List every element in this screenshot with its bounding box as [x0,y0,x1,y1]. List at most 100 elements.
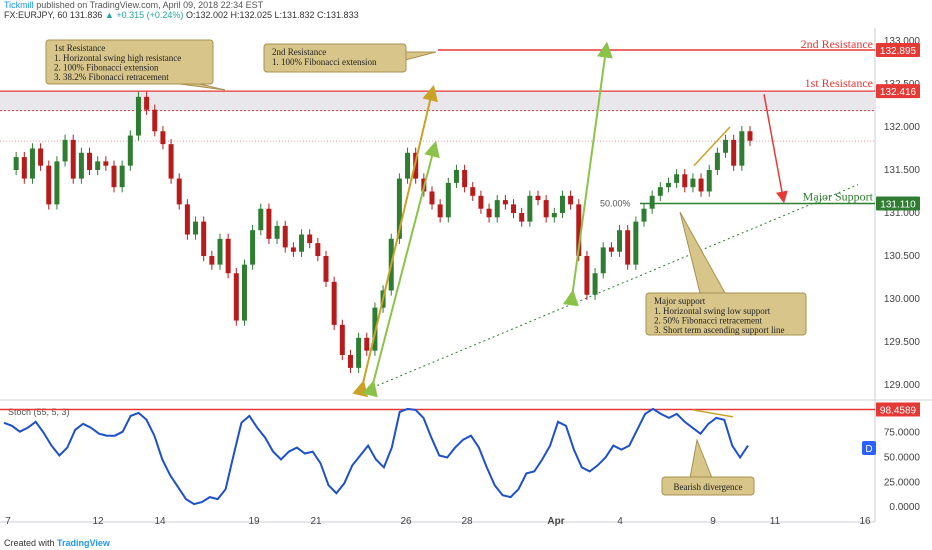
x-tick-4: 21 [310,516,322,527]
price-tick-4: 131.000 [884,208,921,219]
candle-body-28 [233,273,239,321]
candle-body-71 [584,256,590,295]
d-badge[interactable]: D [865,444,872,455]
candle-body-76 [625,230,631,265]
candle-body-86 [706,169,712,192]
candle-body-32 [266,208,272,239]
candle-body-20 [168,144,174,179]
x-tick-5: 26 [400,516,412,527]
second-resistance-tag-bg [876,42,920,57]
candle-body-59 [486,208,492,218]
price-tick-2: 132.000 [884,122,921,133]
note-first-resistance-title: 1st Resistance [54,43,105,53]
price-tick-0: 133.000 [884,36,921,47]
candle-body-18 [152,109,158,132]
tradingview-logo[interactable]: TradingView [57,538,110,548]
fib-extension-arrow-green-2 [562,41,613,307]
x-tick-7: Apr [547,516,564,527]
candle-body-54 [445,182,451,218]
candle-body-14 [119,165,125,188]
candle-body-68 [559,195,565,213]
candle-body-74 [608,247,614,252]
candle-body-63 [519,213,525,222]
candle-body-91 [747,131,753,141]
first-resistance-tag: 132.416 [880,87,917,98]
candle-body-49 [405,152,411,179]
candle-body-10 [87,152,93,170]
candle-body-88 [723,139,729,153]
candle-body-29 [241,264,247,321]
candle-body-13 [111,165,117,188]
candle-body-24 [201,221,207,257]
candle-body-66 [543,200,549,218]
note-second-resistance-box [263,43,407,73]
candle-body-90 [739,131,745,166]
note-divergence-text: Bearish divergence [673,482,742,492]
published-text: published on TradingView.com, April 09, … [36,0,264,10]
x-tick-0: 7 [5,516,11,527]
candle-body-57 [470,187,476,196]
x-tick-8: 4 [617,516,623,527]
candle-body-2 [21,157,27,179]
note-major-support-box [645,292,807,336]
candle-body-4 [38,148,44,166]
note-second-resistance-line-0: 1. 100% Fibonacci extension [272,57,377,67]
fib-swing-arrow-green [362,140,440,398]
candle-body-69 [568,195,574,205]
last-price: 131.836 [69,10,103,20]
candle-body-41 [339,324,345,355]
note-major-support-line-1: 2. 50% Fibonacci retracement [654,316,762,326]
candle-body-78 [641,208,647,222]
first-resistance-tag-bg [876,84,920,99]
major-support-tag: 131.110 [880,200,916,211]
publisher-name[interactable]: Tickmill [4,0,34,10]
stoch-tick-2: 25.0000 [884,477,921,488]
candle-body-40 [331,281,337,325]
ascending-support-line [367,184,859,390]
candle-body-67 [551,213,557,218]
price-change: ▲ +0.315 (+0.24%) [104,10,184,20]
candle-body-16 [135,96,141,136]
price-tick-3: 131.500 [884,165,921,176]
candle-body-60 [494,200,500,218]
candle-body-80 [657,187,663,196]
candle-body-89 [731,139,737,166]
candle-body-83 [682,174,688,188]
candle-body-52 [429,191,435,205]
candle-body-15 [127,135,133,166]
candle-body-1 [13,157,19,170]
stoch-level-tag: 98.4589 [880,405,917,416]
candle-body-65 [535,195,541,201]
major-support-tag-bg [876,196,920,211]
candle-body-82 [674,174,680,183]
divergence-line-stoch [692,409,734,418]
candle-body-79 [649,195,655,209]
x-tick-3: 19 [248,516,260,527]
x-tick-6: 28 [461,516,473,527]
note-divergence-box [661,476,755,496]
candle-body-38 [315,243,321,257]
candle-body-58 [478,195,484,209]
candle-body-53 [437,204,443,218]
candle-body-42 [347,354,353,368]
candle-body-7 [62,139,68,162]
candle-body-75 [617,230,623,252]
candle-body-6 [54,161,60,205]
note-major-support-line-0: 1. Horizontal swing low support [654,306,771,316]
candle-body-87 [714,152,720,170]
candle-body-56 [462,169,468,188]
candle-body-5 [46,165,52,205]
candle-body-37 [307,234,313,244]
price-tick-6: 130.000 [884,294,921,305]
d-badge-bg[interactable] [862,441,876,455]
candle-body-22 [184,204,190,235]
footer: Created with TradingView [4,538,110,548]
ohlc-values: O:132.002 H:132.025 L:131.832 C:131.833 [185,10,359,20]
candle-body-17 [144,96,150,110]
note-major-support-title: Major support [654,296,706,306]
note-first-resistance-line-0: 1. Horizontal swing high resistance [54,53,181,63]
x-tick-1: 12 [92,516,104,527]
candle-body-85 [698,178,704,192]
price-tick-7: 129.500 [884,337,921,348]
stoch-tick-3: 0.0000 [889,502,920,513]
